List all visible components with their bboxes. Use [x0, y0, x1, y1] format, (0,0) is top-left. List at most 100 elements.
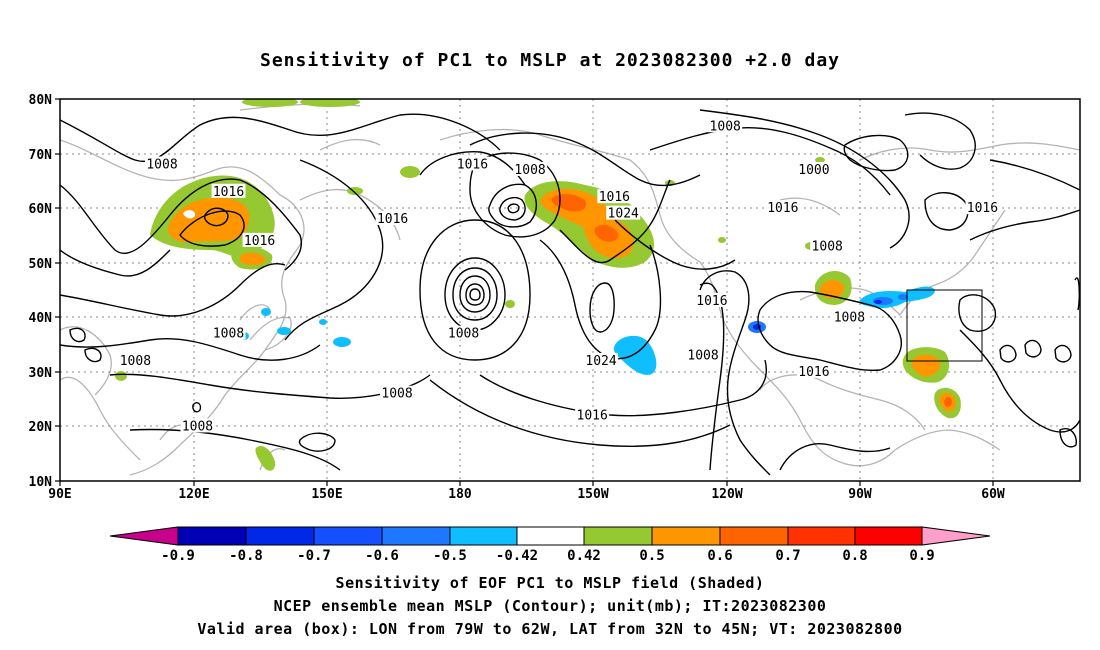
- tick-marks: [55, 98, 994, 486]
- colorbar-label: 0.5: [639, 548, 664, 564]
- contour-label: 1016: [798, 365, 829, 380]
- contour-label-bg: [796, 363, 831, 378]
- colorbar-label: -0.5: [433, 548, 467, 564]
- contour-label: 1008: [213, 327, 244, 342]
- contour-label-bg: [455, 156, 490, 171]
- contour-label: 1008: [834, 310, 865, 325]
- contour-label-bg: [965, 200, 1000, 215]
- lat-label: 50N: [29, 257, 53, 272]
- contour-label: 1024: [608, 207, 639, 222]
- contour-label-bg: [575, 407, 610, 422]
- contour-label-bg: [694, 292, 729, 307]
- contour-label-bg: [375, 211, 410, 226]
- colorbar-label: -0.42: [496, 548, 538, 564]
- lat-label: 10N: [29, 475, 53, 490]
- latitude-labels: 80N 70N 60N 50N 40N 30N 20N 10N: [29, 93, 53, 490]
- caption-contour: NCEP ensemble mean MSLP (Contour); unit(…: [273, 597, 827, 615]
- colorbar-segment: [583, 526, 653, 546]
- lat-label: 30N: [29, 366, 53, 381]
- colorbar-label: 0.8: [842, 548, 867, 564]
- lon-label: 180: [448, 487, 472, 502]
- colorbar-label: -0.8: [229, 548, 263, 564]
- shade-positive-0.5: [168, 197, 250, 243]
- caption-shading: Sensitivity of EOF PC1 to MSLP field (Sh…: [335, 574, 765, 592]
- colorbar-segment: [177, 526, 247, 546]
- contour-label: 1016: [377, 212, 408, 227]
- colorbar-label: 0.42: [567, 548, 601, 564]
- map-title: Sensitivity of PC1 to MSLP at 2023082300…: [259, 50, 840, 71]
- lon-label: 120E: [178, 487, 209, 502]
- plot-frame: [59, 98, 1081, 482]
- contour-label: 1016: [213, 185, 244, 200]
- mslp-contours: [60, 109, 1080, 476]
- contour-label-bg: [380, 385, 415, 400]
- colorbar-segment: [449, 526, 518, 546]
- colorbar-segment: [787, 526, 856, 546]
- lon-label: 90E: [48, 487, 71, 502]
- contour-label-bg: [211, 325, 246, 340]
- lon-label: 150W: [577, 487, 608, 502]
- contour-label-bg: [597, 189, 632, 204]
- contour-label: 1016: [767, 201, 798, 216]
- contour-label: 1008: [514, 163, 545, 178]
- contour-label: 1008: [448, 327, 479, 342]
- contour-label-bg: [118, 352, 153, 367]
- shade-positive-0.5: [240, 252, 266, 266]
- lon-label: 120W: [711, 487, 742, 502]
- colorbar: [109, 526, 991, 546]
- contour-label-bg: [810, 238, 845, 253]
- contour-label-bg: [446, 325, 481, 340]
- contour-label: 1008: [710, 119, 741, 134]
- colorbar-segment: [719, 526, 789, 546]
- caption-valid-area: Valid area (box): LON from 79W to 62W, L…: [197, 620, 903, 638]
- contour-label-bg: [796, 161, 831, 176]
- contour-label: 1008: [381, 387, 412, 402]
- colorbar-segment: [381, 526, 451, 546]
- contour-label: 1008: [146, 157, 177, 172]
- valid-area-box: [906, 289, 983, 362]
- colorbar-segment: [516, 526, 585, 546]
- contour-label-bg: [242, 232, 277, 247]
- contour-label: 1008: [687, 348, 718, 363]
- colorbar-segment: [854, 526, 923, 546]
- contour-label: 1008: [812, 239, 843, 254]
- colorbar-high-arrow: [921, 526, 991, 546]
- lat-label: 80N: [29, 93, 53, 108]
- contour-label: 1016: [696, 294, 727, 309]
- lon-label: 150E: [311, 487, 342, 502]
- colorbar-label: 0.9: [909, 548, 934, 564]
- colorbar-segment: [651, 526, 721, 546]
- colorbar-low-arrow: [109, 526, 179, 546]
- contour-label-bg: [513, 161, 548, 176]
- colorbar-label: -0.6: [365, 548, 399, 564]
- contour-label: 1016: [599, 190, 630, 205]
- contour-label: 1008: [182, 419, 213, 434]
- lat-label: 40N: [29, 311, 53, 326]
- colorbar-segment: [245, 526, 315, 546]
- contour-label-bg: [708, 118, 743, 133]
- lon-label: 60W: [981, 487, 1005, 502]
- contour-labels: 1008 1016 1016 1016 1016 1008 1016 1024 1008 1000…: [118, 118, 1000, 434]
- contour-label-bg: [584, 352, 619, 367]
- longitude-labels: 90E 120E 150E 180 150W 120W 90W 60W: [48, 487, 1005, 502]
- contour-label-bg: [145, 156, 179, 171]
- contour-label: 1008: [120, 354, 151, 369]
- contour-label-bg: [686, 347, 721, 362]
- colorbar-labels: -0.9 -0.8 -0.7 -0.6 -0.5 -0.42 0.42 0.5 …: [161, 548, 935, 564]
- colorbar-segment: [313, 526, 383, 546]
- colorbar-label: -0.7: [297, 548, 331, 564]
- contour-label-bg: [832, 309, 867, 324]
- contour-label-bg: [180, 418, 215, 433]
- contour-label-bg: [211, 183, 246, 198]
- lat-label: 70N: [29, 148, 53, 163]
- contour-label-bg: [765, 200, 800, 215]
- colorbar-label: -0.9: [161, 548, 195, 564]
- contour-label: 1000: [798, 163, 829, 178]
- contour-label: 1016: [577, 409, 608, 424]
- grid-lines: [60, 99, 1080, 481]
- contour-label: 1016: [967, 201, 998, 216]
- lon-label: 90W: [848, 487, 872, 502]
- colorbar-label: 0.7: [775, 548, 800, 564]
- colorbar-label: 0.6: [707, 548, 732, 564]
